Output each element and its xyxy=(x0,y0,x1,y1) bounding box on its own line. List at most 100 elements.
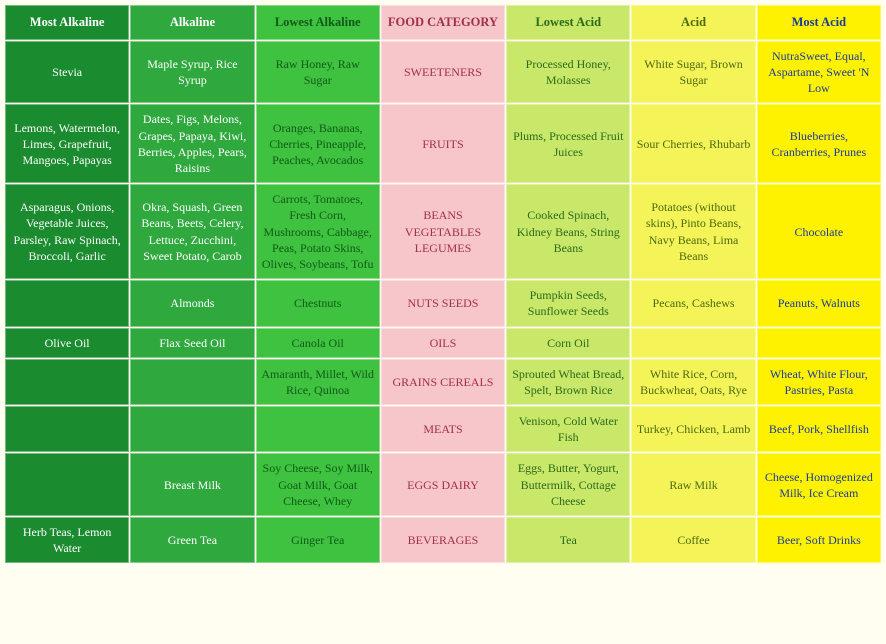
col-header-most_alkaline: Most Alkaline xyxy=(5,5,129,40)
cell-text: Breast Milk xyxy=(135,477,249,493)
cell-text: Cooked Spinach, Kidney Beans, String Bea… xyxy=(511,207,625,256)
cell-lowest_acid: Pumpkin Seeds, Sunflower Seeds xyxy=(506,280,630,326)
cell-text: Sprouted Wheat Bread, Spelt, Brown Rice xyxy=(511,366,625,398)
col-header-lowest_alkaline: Lowest Alkaline xyxy=(256,5,380,40)
cell-text: Almonds xyxy=(135,295,249,311)
cell-text: Wheat, White Flour, Pastries, Pasta xyxy=(762,366,876,398)
cell-most_alkaline xyxy=(5,453,129,516)
cell-text: FRUITS xyxy=(386,136,500,152)
cell-text: Canola Oil xyxy=(261,335,375,351)
cell-alkaline: Breast Milk xyxy=(130,453,254,516)
cell-text: Carrots, Tomatoes, Fresh Corn, Mushrooms… xyxy=(261,191,375,272)
table-row: Breast Milk Soy Cheese, Soy Milk, Goat Mi… xyxy=(5,453,881,516)
cell-text: Processed Honey, Molasses xyxy=(511,56,625,88)
cell-lowest_acid: Sprouted Wheat Bread, Spelt, Brown Rice xyxy=(506,359,630,405)
cell-category: OILS xyxy=(381,328,505,358)
cell-alkaline xyxy=(130,359,254,405)
cell-most_alkaline xyxy=(5,406,129,452)
cell-lowest_acid: Eggs, Butter, Yogurt, Buttermilk, Cottag… xyxy=(506,453,630,516)
cell-most_acid: Chocolate xyxy=(757,184,881,279)
table-row: MEATSVenison, Cold Water FishTurkey, Chi… xyxy=(5,406,881,452)
col-header-label: FOOD CATEGORY xyxy=(386,14,500,31)
table-row: Almonds Chestnuts NUTS SEEDS Pumpkin Seeds,… xyxy=(5,280,881,326)
table-row: Amaranth, Millet, Wild Rice, QuinoaGRAIN… xyxy=(5,359,881,405)
cell-text: Cheese, Homogenized Milk, Ice Cream xyxy=(762,469,876,501)
cell-text: Asparagus, Onions, Vegetable Juices, Par… xyxy=(10,199,124,264)
alkaline-acid-food-table: Most Alkaline Alkaline Lowest Alkaline FOOD… xyxy=(4,4,882,564)
cell-text: Stevia xyxy=(10,64,124,80)
cell-text: Corn Oil xyxy=(511,335,625,351)
col-header-label: Most Acid xyxy=(762,14,876,31)
cell-text: Plums, Processed Fruit Juices xyxy=(511,128,625,160)
cell-category: NUTS SEEDS xyxy=(381,280,505,326)
cell-text: GRAINS CEREALS xyxy=(386,374,500,390)
cell-text: Tea xyxy=(511,532,625,548)
cell-category: BEVERAGES xyxy=(381,517,505,563)
cell-text: Eggs, Butter, Yogurt, Buttermilk, Cottag… xyxy=(511,460,625,509)
cell-lowest_alkaline xyxy=(256,406,380,452)
cell-acid: Turkey, Chicken, Lamb xyxy=(631,406,755,452)
cell-lowest_alkaline: Chestnuts xyxy=(256,280,380,326)
cell-text: Blueberries, Cranberries, Prunes xyxy=(762,128,876,160)
cell-alkaline: Maple Syrup, Rice Syrup xyxy=(130,41,254,104)
cell-text: SWEETENERS xyxy=(386,64,500,80)
cell-text: Raw Honey, Raw Sugar xyxy=(261,56,375,88)
cell-text: Beef, Pork, Shellfish xyxy=(762,421,876,437)
col-header-label: Lowest Alkaline xyxy=(261,14,375,31)
cell-category: SWEETENERS xyxy=(381,41,505,104)
cell-text: Pecans, Cashews xyxy=(636,295,750,311)
cell-text: Dates, Figs, Melons, Grapes, Papaya, Kiw… xyxy=(135,111,249,176)
cell-alkaline xyxy=(130,406,254,452)
col-header-acid: Acid xyxy=(631,5,755,40)
cell-text: Raw Milk xyxy=(636,477,750,493)
col-header-label: Lowest Acid xyxy=(511,14,625,31)
cell-lowest_acid: Corn Oil xyxy=(506,328,630,358)
cell-alkaline: Okra, Squash, Green Beans, Beets, Celery… xyxy=(130,184,254,279)
cell-text: Peanuts, Walnuts xyxy=(762,295,876,311)
cell-acid: White Sugar, Brown Sugar xyxy=(631,41,755,104)
cell-text: BEANS VEGETABLES LEGUMES xyxy=(386,207,500,256)
cell-most_alkaline: Asparagus, Onions, Vegetable Juices, Par… xyxy=(5,184,129,279)
cell-most_acid: Cheese, Homogenized Milk, Ice Cream xyxy=(757,453,881,516)
cell-alkaline: Dates, Figs, Melons, Grapes, Papaya, Kiw… xyxy=(130,104,254,183)
table-row: Asparagus, Onions, Vegetable Juices, Par… xyxy=(5,184,881,279)
cell-most_acid: Blueberries, Cranberries, Prunes xyxy=(757,104,881,183)
cell-text: NutraSweet, Equal, Aspartame, Sweet 'N L… xyxy=(762,48,876,97)
cell-text: OILS xyxy=(386,335,500,351)
cell-text: White Rice, Corn, Buckwheat, Oats, Rye xyxy=(636,366,750,398)
cell-category: BEANS VEGETABLES LEGUMES xyxy=(381,184,505,279)
cell-text: Soy Cheese, Soy Milk, Goat Milk, Goat Ch… xyxy=(261,460,375,509)
cell-alkaline: Almonds xyxy=(130,280,254,326)
cell-text: Chestnuts xyxy=(261,295,375,311)
col-header-label: Acid xyxy=(636,14,750,31)
cell-text: NUTS SEEDS xyxy=(386,295,500,311)
cell-most_alkaline: Lemons, Watermelon, Limes, Grapefruit, M… xyxy=(5,104,129,183)
cell-most_alkaline xyxy=(5,280,129,326)
cell-acid: Sour Cherries, Rhubarb xyxy=(631,104,755,183)
cell-category: EGGS DAIRY xyxy=(381,453,505,516)
cell-text: Venison, Cold Water Fish xyxy=(511,413,625,445)
col-header-most_acid: Most Acid xyxy=(757,5,881,40)
cell-lowest_alkaline: Raw Honey, Raw Sugar xyxy=(256,41,380,104)
table-row: Olive OilFlax Seed OilCanola OilOILSCorn… xyxy=(5,328,881,358)
cell-acid: Raw Milk xyxy=(631,453,755,516)
cell-text: Ginger Tea xyxy=(261,532,375,548)
cell-text: Maple Syrup, Rice Syrup xyxy=(135,56,249,88)
cell-lowest_acid: Processed Honey, Molasses xyxy=(506,41,630,104)
col-header-label: Alkaline xyxy=(135,14,249,31)
cell-most_acid xyxy=(757,328,881,358)
cell-text: Beer, Soft Drinks xyxy=(762,532,876,548)
cell-text: Potatoes (without skins), Pinto Beans, N… xyxy=(636,199,750,264)
table-row: Lemons, Watermelon, Limes, Grapefruit, M… xyxy=(5,104,881,183)
col-header-alkaline: Alkaline xyxy=(130,5,254,40)
cell-most_acid: Beef, Pork, Shellfish xyxy=(757,406,881,452)
table-row: Stevia Maple Syrup, Rice Syrup Raw Honey, … xyxy=(5,41,881,104)
cell-most_acid: NutraSweet, Equal, Aspartame, Sweet 'N L… xyxy=(757,41,881,104)
cell-text: Herb Teas, Lemon Water xyxy=(10,524,124,556)
cell-lowest_alkaline: Oranges, Bananas, Cherries, Pineapple, P… xyxy=(256,104,380,183)
cell-acid: White Rice, Corn, Buckwheat, Oats, Rye xyxy=(631,359,755,405)
cell-most_alkaline: Herb Teas, Lemon Water xyxy=(5,517,129,563)
cell-text: Coffee xyxy=(636,532,750,548)
cell-alkaline: Green Tea xyxy=(130,517,254,563)
cell-lowest_alkaline: Ginger Tea xyxy=(256,517,380,563)
